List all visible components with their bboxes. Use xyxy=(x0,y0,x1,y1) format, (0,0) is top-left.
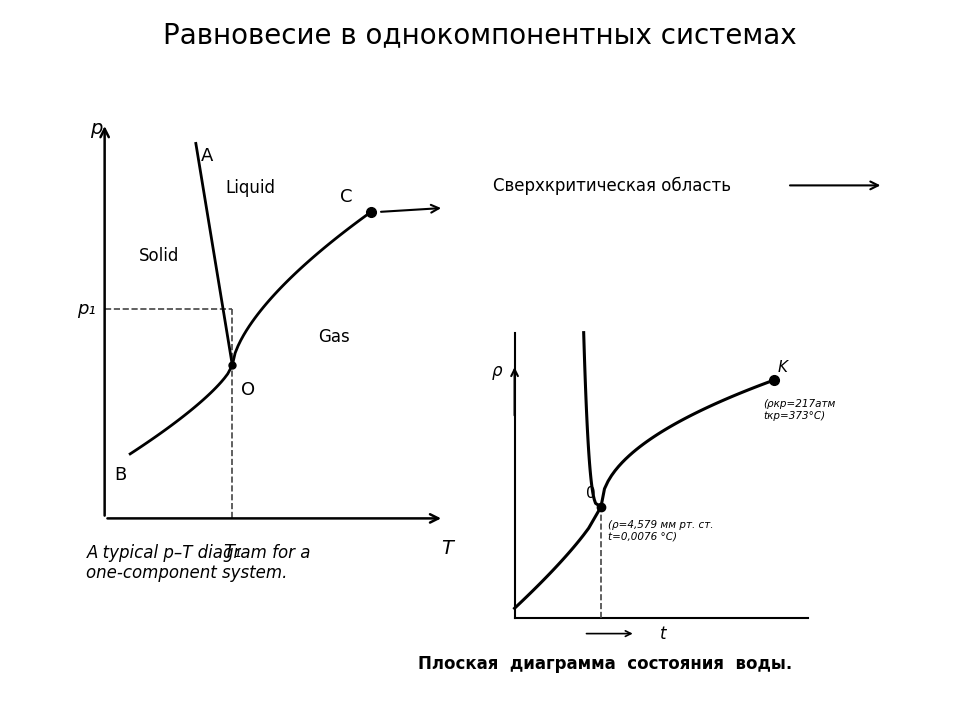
Text: ρ: ρ xyxy=(492,361,502,379)
Text: A: A xyxy=(202,148,214,166)
Text: t: t xyxy=(660,624,666,642)
Text: A typical p–T diagram for a
one-component system.: A typical p–T diagram for a one-componen… xyxy=(86,544,311,582)
Text: Gas: Gas xyxy=(319,328,350,346)
Text: (ρ=4,579 мм рт. ст.
t=0,0076 °C): (ρ=4,579 мм рт. ст. t=0,0076 °C) xyxy=(608,520,713,541)
Text: C: C xyxy=(340,188,352,206)
Text: Плоская  диаграмма  состояния  воды.: Плоская диаграмма состояния воды. xyxy=(418,655,792,673)
Text: p₁: p₁ xyxy=(77,300,96,318)
Text: O: O xyxy=(242,382,255,400)
Text: Равновесие в однокомпонентных системах: Равновесие в однокомпонентных системах xyxy=(163,22,797,50)
Text: 0: 0 xyxy=(587,485,596,500)
Text: Liquid: Liquid xyxy=(226,179,276,197)
Text: p: p xyxy=(90,120,103,138)
Text: K: K xyxy=(778,361,787,375)
Text: T₁: T₁ xyxy=(223,543,242,561)
Text: B: B xyxy=(114,466,127,484)
Text: Solid: Solid xyxy=(139,247,180,265)
Text: Сверхкритическая область: Сверхкритическая область xyxy=(493,176,731,194)
Text: (ρкр=217атм
tкр=373°C): (ρкр=217атм tкр=373°C) xyxy=(763,399,836,420)
Text: T: T xyxy=(442,539,453,557)
